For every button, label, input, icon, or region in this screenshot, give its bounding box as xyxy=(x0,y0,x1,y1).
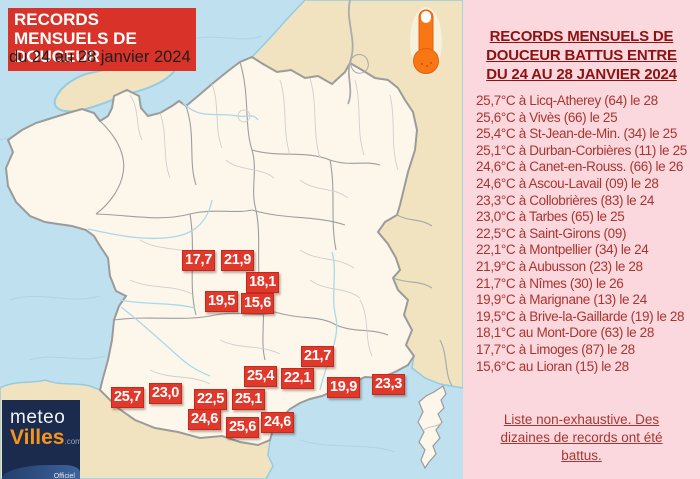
temperature-label: 23,0 xyxy=(149,383,183,404)
record-item: 18,1°C au Mont-Dore (63) le 28 xyxy=(476,325,654,341)
temperature-label: 22,5 xyxy=(194,389,228,410)
record-item: 19,9°C à Marignane (13) le 24 xyxy=(476,292,647,308)
meteovilles-logo: meteo Villes.com Officiel xyxy=(2,400,80,479)
temperature-label: 19,9 xyxy=(327,377,361,398)
record-item: 15,6°C au Lioran (15) le 28 xyxy=(476,358,629,374)
record-item: 24,6°C à Canet-en-Rouss. (66) le 26 xyxy=(476,159,684,175)
record-item: 22,5°C à Saint-Girons (09) xyxy=(476,225,627,241)
logo-com-suffix: .com xyxy=(64,437,81,446)
logo-officiel-bar: Officiel xyxy=(2,465,80,479)
temperature-label: 21,9 xyxy=(221,250,255,271)
records-sidebar: RECORDS MENSUELS DE DOUCEUR BATTUS ENTRE… xyxy=(463,0,700,479)
map-subtitle: du 24 au 28 janvier 2024 xyxy=(9,48,191,66)
temperature-label: 25,7 xyxy=(111,387,145,408)
temperature-label: 18,1 xyxy=(246,272,280,293)
temperature-label: 19,5 xyxy=(205,291,239,312)
temperature-label: 22,1 xyxy=(281,368,315,389)
map-title: RECORDS MENSUELS DE DOUCEUR xyxy=(8,8,196,71)
sidebar-title: RECORDS MENSUELS DE DOUCEUR BATTUS ENTRE… xyxy=(486,28,677,83)
record-item: 24,6°C à Ascou-Lavail (09) le 28 xyxy=(476,175,659,191)
record-item: 23,3°C à Collobrières (83) le 24 xyxy=(476,192,655,208)
temperature-label: 17,7 xyxy=(182,250,216,271)
temperature-label: 24,6 xyxy=(188,409,222,430)
record-item: 21,7°C à Nîmes (30) le 26 xyxy=(476,275,624,291)
temperature-label: 25,4 xyxy=(244,366,278,387)
temperature-label: 23,3 xyxy=(372,374,406,395)
temperature-label: 24,6 xyxy=(261,412,295,433)
record-item: 25,6°C à Vivès (66) le 25 xyxy=(476,109,618,125)
record-item: 25,1°C à Durban-Corbières (11) le 25 xyxy=(476,142,687,158)
temperature-label: 21,7 xyxy=(301,346,335,367)
record-item: 17,7°C à Limoges (87) le 28 xyxy=(476,341,635,357)
logo-villes-text: Villes.com xyxy=(10,426,81,449)
record-item: 19,5°C à Brive-la-Gaillarde (19) le 28 xyxy=(476,308,685,324)
france-weather-map: RECORDS MENSUELS DE DOUCEUR du 24 au 28 … xyxy=(0,0,463,479)
record-item: 21,9°C à Aubusson (23) le 28 xyxy=(476,258,643,274)
logo-meteo-text: meteo xyxy=(10,407,66,428)
record-item: 25,7°C à Licq-Atherey (64) le 28 xyxy=(476,93,658,108)
record-item: 23,0°C à Tarbes (65) le 25 xyxy=(476,209,625,225)
record-item: 25,4°C à St-Jean-de-Min. (34) le 25 xyxy=(476,126,678,142)
temperature-label: 15,6 xyxy=(241,293,275,314)
corsica-border xyxy=(423,422,442,431)
temperature-label: 25,1 xyxy=(232,389,266,410)
logo-officiel-text: Officiel xyxy=(53,473,75,479)
records-list: 25,7°C à Licq-Atherey (64) le 28 25,6°C … xyxy=(463,93,700,375)
sidebar-footer-note: Liste non-exhaustive. Des dizaines de re… xyxy=(500,412,663,464)
record-item: 22,1°C à Montpellier (34) le 24 xyxy=(476,242,649,258)
neighbor-details xyxy=(347,0,453,387)
temperature-label: 25,6 xyxy=(226,417,260,438)
